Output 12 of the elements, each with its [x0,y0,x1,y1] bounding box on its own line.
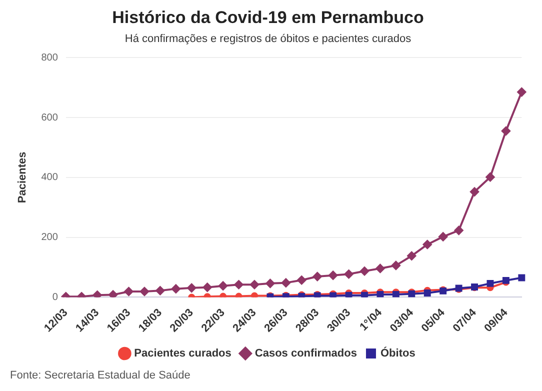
legend-label: Casos confirmados [254,348,357,360]
y-tick-label: 200 [41,232,58,244]
y-tick-label: 0 [52,292,58,303]
y-tick-label: 400 [41,172,58,184]
legend-label: Óbitos [380,346,416,360]
y-tick-label: 800 [41,52,58,64]
y-tick-label: 600 [41,112,58,124]
chart-subtitle: Há confirmações e registros de óbitos e pacientes curados [124,33,412,46]
y-axis-title: Pacientes [16,152,29,204]
source-note: Fonte: Secretaria Estadual de Saúde [10,370,190,382]
chart-title: Histórico da Covid-19 em Pernambuco [112,8,424,27]
legend-label: Pacientes curados [134,348,232,360]
